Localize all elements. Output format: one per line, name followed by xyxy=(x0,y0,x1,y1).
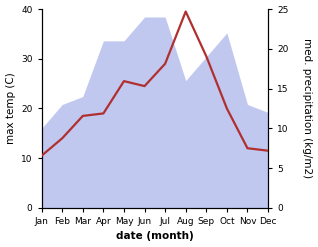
Y-axis label: med. precipitation (kg/m2): med. precipitation (kg/m2) xyxy=(302,38,313,179)
Y-axis label: max temp (C): max temp (C) xyxy=(5,73,16,144)
X-axis label: date (month): date (month) xyxy=(116,231,194,242)
